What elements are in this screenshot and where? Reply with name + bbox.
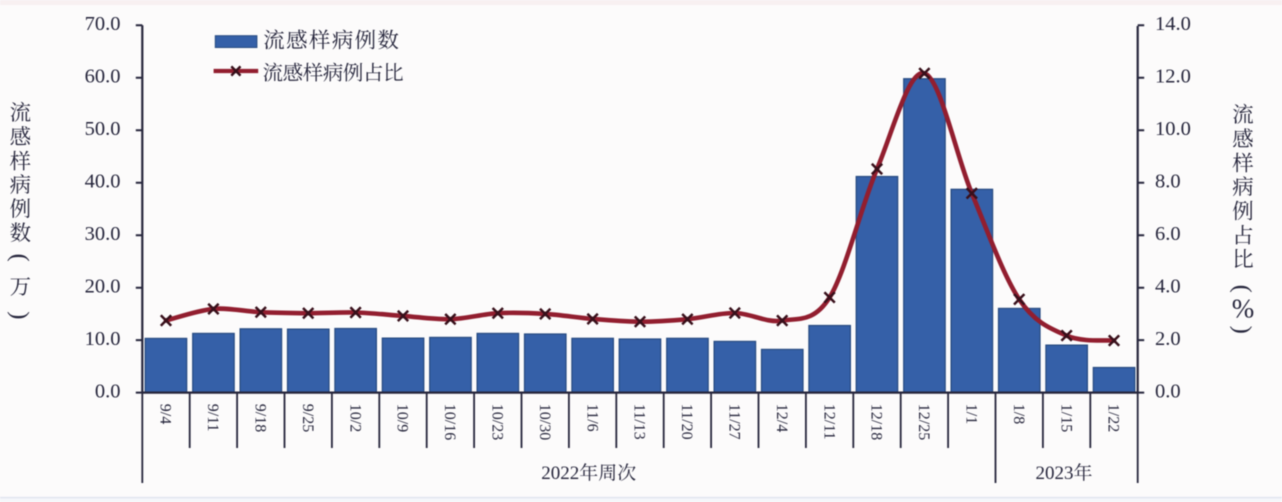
svg-text:11/6: 11/6 bbox=[583, 404, 600, 432]
svg-text:11/20: 11/20 bbox=[678, 404, 695, 440]
svg-text:50.0: 50.0 bbox=[85, 118, 121, 140]
svg-text:12/11: 12/11 bbox=[820, 404, 837, 440]
svg-text:12/4: 12/4 bbox=[773, 404, 790, 432]
svg-text:10/16: 10/16 bbox=[441, 404, 458, 440]
svg-text:9/25: 9/25 bbox=[299, 404, 316, 432]
svg-text:12/25: 12/25 bbox=[915, 404, 932, 440]
svg-text:10/30: 10/30 bbox=[536, 404, 553, 440]
svg-text:14.0: 14.0 bbox=[1155, 13, 1191, 35]
svg-text:1/1: 1/1 bbox=[963, 404, 980, 424]
svg-text:9/4: 9/4 bbox=[157, 404, 174, 424]
svg-text:10/23: 10/23 bbox=[489, 404, 506, 440]
svg-text:): ) bbox=[6, 311, 32, 319]
svg-text:9/18: 9/18 bbox=[252, 404, 269, 432]
svg-text:(: ( bbox=[1229, 285, 1255, 293]
svg-text:): ) bbox=[1229, 326, 1255, 334]
svg-text:4.0: 4.0 bbox=[1155, 276, 1181, 298]
svg-text:1/8: 1/8 bbox=[1010, 404, 1027, 424]
svg-text:12/18: 12/18 bbox=[868, 404, 885, 440]
svg-text:9/11: 9/11 bbox=[204, 404, 221, 432]
svg-text:12.0: 12.0 bbox=[1155, 66, 1191, 88]
svg-text:%: % bbox=[1232, 294, 1255, 324]
svg-text:70.0: 70.0 bbox=[85, 13, 121, 35]
svg-text:10.0: 10.0 bbox=[85, 328, 121, 350]
svg-text:11/13: 11/13 bbox=[631, 404, 648, 440]
svg-text:10/9: 10/9 bbox=[394, 404, 411, 432]
svg-text:20.0: 20.0 bbox=[85, 276, 121, 298]
svg-text:2023: 2023 bbox=[1036, 463, 1074, 484]
svg-text:10.0: 10.0 bbox=[1155, 118, 1191, 140]
svg-text:0.0: 0.0 bbox=[1155, 380, 1181, 402]
svg-text:2.0: 2.0 bbox=[1155, 328, 1181, 350]
svg-text:10/2: 10/2 bbox=[346, 404, 363, 432]
svg-text:0.0: 0.0 bbox=[95, 380, 121, 402]
svg-text:1/15: 1/15 bbox=[1057, 404, 1074, 432]
svg-text:40.0: 40.0 bbox=[85, 171, 121, 193]
svg-text:1/22: 1/22 bbox=[1105, 404, 1122, 432]
svg-text:2022: 2022 bbox=[541, 463, 579, 484]
svg-text:30.0: 30.0 bbox=[85, 223, 121, 245]
svg-text:60.0: 60.0 bbox=[85, 66, 121, 88]
svg-text:(: ( bbox=[6, 254, 32, 262]
svg-text:8.0: 8.0 bbox=[1155, 171, 1181, 193]
svg-text:6.0: 6.0 bbox=[1155, 223, 1181, 245]
svg-text:11/27: 11/27 bbox=[726, 404, 743, 440]
